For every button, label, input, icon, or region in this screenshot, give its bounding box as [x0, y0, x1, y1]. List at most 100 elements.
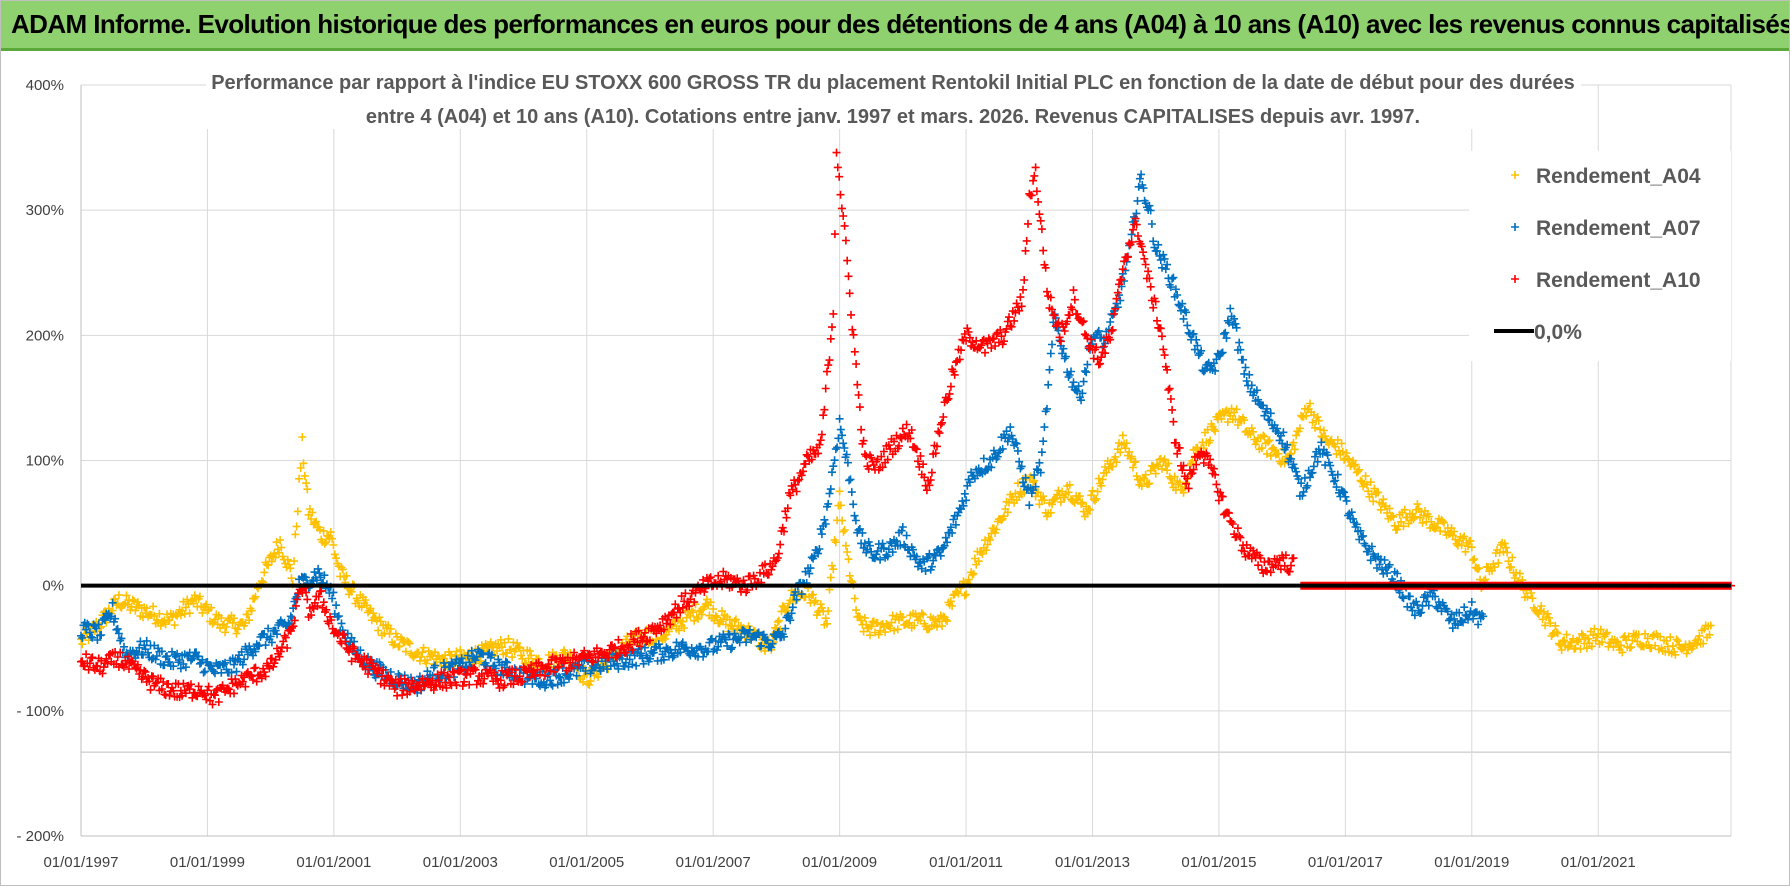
marker-rendement-a07: [572, 671, 581, 680]
marker-rendement-a04: [697, 610, 706, 619]
marker-rendement-a10: [945, 389, 954, 398]
marker-rendement-a10: [628, 646, 637, 654]
marker-rendement-a04: [1240, 416, 1249, 425]
marker-rendement-a07: [356, 646, 365, 655]
marker-rendement-a07: [654, 640, 663, 649]
marker-rendement-a07: [1048, 340, 1056, 349]
marker-rendement-a07: [820, 515, 829, 524]
marker-rendement-a07: [273, 630, 281, 639]
marker-rendement-a07: [230, 660, 238, 669]
marker-rendement-a07: [566, 670, 575, 679]
y-tick-label: 0%: [42, 578, 64, 595]
performance-chart: 400% 300% 200% 100% 0% - 100% - 200% 01/01/199…: [16, 65, 1735, 871]
marker-rendement-a10: [1012, 299, 1021, 308]
marker-rendement-a10: [1029, 176, 1038, 185]
marker-rendement-a04: [840, 526, 849, 534]
marker-rendement-a07: [501, 657, 510, 666]
marker-rendement-a07: [503, 658, 512, 667]
marker-rendement-a10: [313, 602, 322, 611]
marker-rendement-a07: [951, 520, 960, 529]
marker-rendement-a04: [874, 630, 883, 639]
marker-rendement-a10: [1178, 466, 1187, 475]
marker-rendement-a10: [1115, 280, 1123, 289]
marker-rendement-a07: [1116, 296, 1125, 305]
marker-rendement-a04: [1673, 637, 1682, 645]
marker-rendement-a04: [1127, 452, 1136, 461]
marker-rendement-a04: [1129, 463, 1137, 472]
marker-rendement-a10: [552, 655, 561, 664]
marker-rendement-a04: [1603, 628, 1612, 637]
marker-rendement-a07: [1323, 451, 1332, 460]
marker-rendement-a04: [1537, 602, 1546, 610]
marker-rendement-a04: [319, 526, 328, 535]
marker-rendement-a07: [1199, 367, 1208, 376]
marker-rendement-a10: [1110, 309, 1118, 318]
marker-rendement-a04: [1331, 442, 1340, 451]
marker-rendement-a07: [1030, 471, 1039, 479]
marker-rendement-a10: [261, 672, 270, 681]
marker-rendement-a10: [830, 230, 839, 239]
marker-rendement-a07: [192, 648, 201, 657]
marker-rendement-a10: [764, 570, 773, 579]
marker-rendement-a04: [946, 597, 955, 606]
marker-rendement-a10: [1024, 219, 1032, 228]
marker-rendement-a04: [1295, 424, 1304, 433]
marker-rendement-a07: [472, 652, 481, 661]
marker-rendement-a07: [111, 614, 120, 623]
x-tick-label: 01/01/1997: [43, 854, 118, 871]
marker-rendement-a04: [198, 608, 207, 617]
marker-rendement-a04: [1111, 452, 1120, 461]
marker-rendement-a07: [1331, 476, 1340, 485]
marker-rendement-a07: [781, 624, 790, 633]
marker-rendement-a10: [204, 682, 213, 691]
marker-rendement-a04: [982, 546, 991, 555]
marker-rendement-a10: [269, 662, 278, 671]
marker-rendement-a04: [308, 508, 317, 517]
marker-rendement-a04: [260, 568, 269, 577]
marker-rendement-a07: [892, 537, 901, 546]
marker-rendement-a04: [1450, 527, 1459, 536]
x-tick-label: 01/01/2009: [802, 854, 877, 871]
marker-rendement-a10: [140, 666, 149, 675]
marker-rendement-a10: [1022, 236, 1031, 245]
marker-rendement-a04: [1145, 479, 1154, 488]
marker-rendement-a07: [1178, 299, 1187, 308]
marker-rendement-a10: [1016, 293, 1025, 302]
marker-rendement-a10: [202, 695, 211, 704]
marker-rendement-a04: [1087, 491, 1096, 500]
marker-rendement-a10: [490, 668, 499, 677]
marker-rendement-a10: [1015, 306, 1024, 315]
marker-rendement-a04: [1627, 643, 1636, 652]
marker-rendement-a04: [1397, 517, 1405, 526]
marker-rendement-a10: [802, 450, 811, 459]
marker-rendement-a10: [400, 674, 409, 683]
marker-rendement-a07: [959, 501, 968, 510]
marker-rendement-a10: [1032, 187, 1041, 196]
marker-rendement-a04: [1179, 488, 1188, 497]
marker-rendement-a04: [1122, 439, 1131, 448]
marker-rendement-a07: [860, 539, 869, 548]
marker-rendement-a10: [549, 667, 558, 676]
marker-rendement-a04: [328, 534, 337, 543]
marker-rendement-a10: [357, 656, 366, 665]
marker-rendement-a10: [1164, 385, 1173, 394]
marker-rendement-a10: [157, 685, 166, 693]
marker-rendement-a04: [1289, 438, 1298, 447]
marker-rendement-a07: [206, 661, 214, 670]
marker-rendement-a07: [1133, 196, 1142, 205]
marker-rendement-a07: [1287, 454, 1295, 463]
marker-rendement-a04: [898, 613, 907, 621]
marker-rendement-a07: [656, 644, 665, 653]
marker-rendement-a10: [824, 361, 833, 370]
marker-rendement-a04: [376, 617, 385, 626]
marker-rendement-a07: [284, 618, 293, 627]
marker-rendement-a04: [1582, 644, 1591, 653]
marker-rendement-a04: [986, 535, 995, 544]
marker-rendement-a10: [348, 642, 357, 651]
marker-rendement-a10: [662, 619, 671, 628]
marker-rendement-a04: [1469, 556, 1477, 565]
marker-rendement-a07: [457, 654, 466, 663]
marker-rendement-a07: [1211, 366, 1220, 375]
marker-rendement-a04: [1233, 421, 1242, 429]
marker-rendement-a07: [264, 624, 273, 633]
